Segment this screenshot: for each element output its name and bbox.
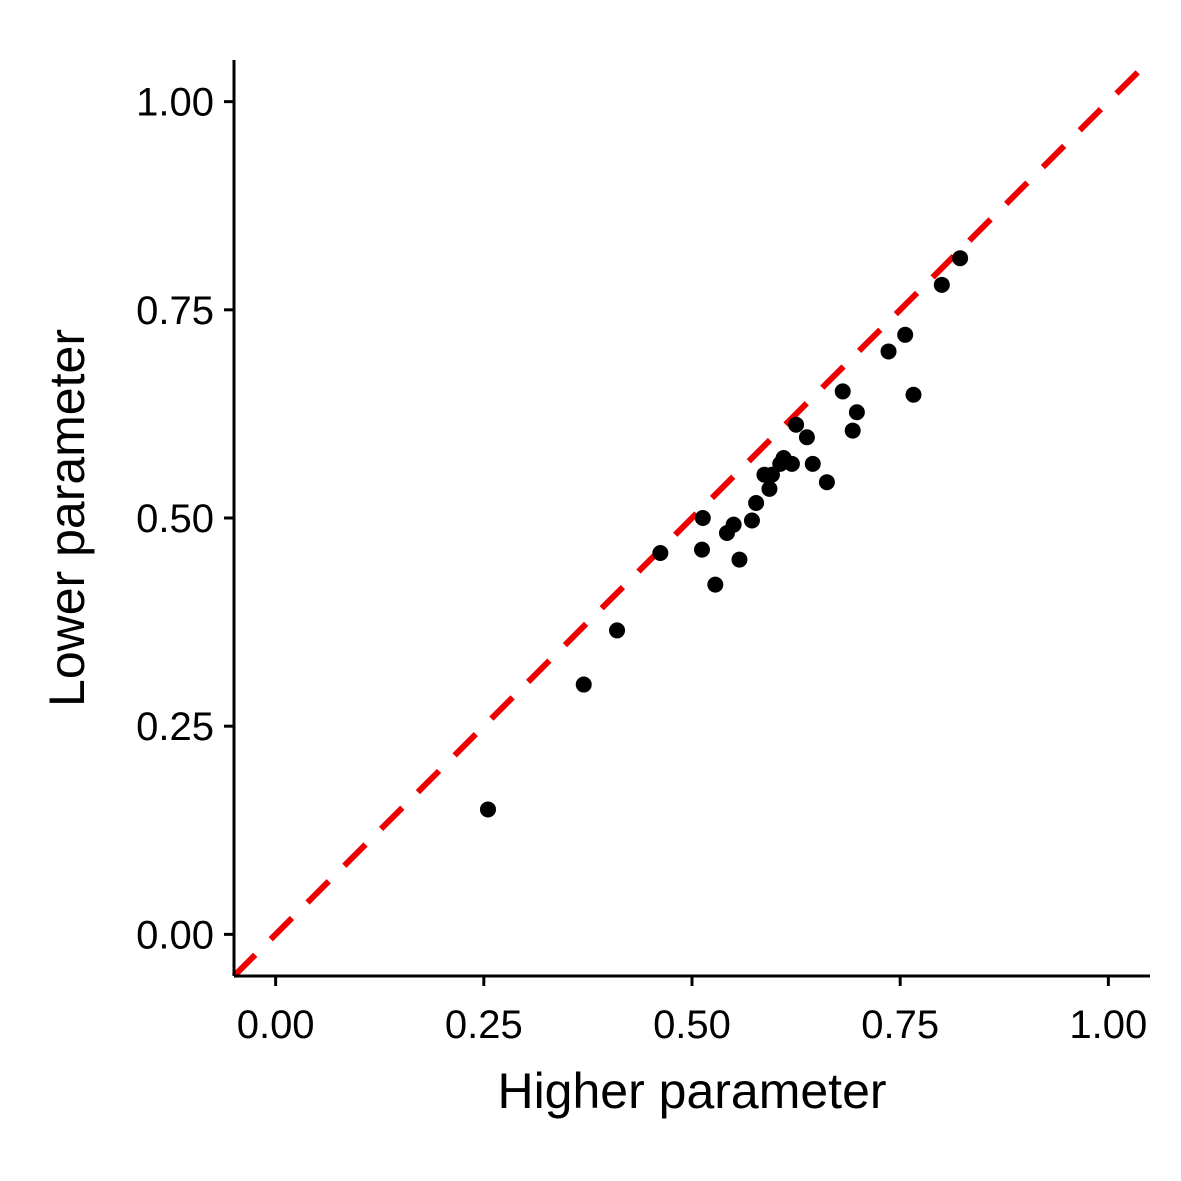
scatter-point (848, 404, 865, 421)
scatter-point (783, 455, 800, 472)
scatter-point (609, 622, 626, 639)
scatter-point (725, 516, 742, 533)
scatter-point (788, 416, 805, 433)
x-tick-label: 1.00 (1069, 1003, 1147, 1047)
scatter-point (804, 455, 821, 472)
scatter-point (818, 474, 835, 491)
scatter-point (743, 512, 760, 529)
reference-line (231, 57, 1153, 979)
scatter-point (575, 676, 592, 693)
scatter-point (694, 510, 711, 526)
y-axis-ticks: 0.00 0.25 0.50 0.75 1.00 (136, 81, 234, 957)
scatter-point (798, 429, 815, 446)
x-tick-label: 0.50 (653, 1003, 731, 1047)
y-axis-title: Lower parameter (39, 329, 95, 707)
scatter-point (952, 250, 969, 267)
scatter-point (693, 541, 710, 558)
points-layer (479, 250, 969, 818)
y-tick-label: 0.00 (136, 913, 214, 957)
scatter-point (933, 276, 950, 293)
scatter-point (731, 551, 748, 568)
scatter-point (834, 383, 851, 400)
x-tick-label: 0.75 (861, 1003, 939, 1047)
scatter-point (897, 326, 914, 343)
y-tick-label: 1.00 (136, 81, 214, 125)
x-axis-ticks: 0.00 0.25 0.50 0.75 1.00 (237, 976, 1147, 1047)
scatter-point (707, 576, 724, 593)
y-tick-label: 0.50 (136, 497, 214, 541)
scatter-point (905, 386, 922, 403)
scatter-point (761, 480, 778, 497)
y-tick-label: 0.75 (136, 289, 214, 333)
scatter-point (763, 466, 780, 483)
scatter-point (479, 801, 496, 818)
scatter-point (880, 343, 897, 360)
x-tick-label: 0.25 (445, 1003, 523, 1047)
x-tick-label: 0.00 (237, 1003, 315, 1047)
scatter-point (844, 422, 861, 439)
reference-line-layer (231, 57, 1153, 979)
scatter-point (652, 544, 669, 561)
y-tick-label: 0.25 (136, 705, 214, 749)
x-axis-title: Higher parameter (497, 1063, 886, 1119)
scatter-point (748, 495, 765, 512)
